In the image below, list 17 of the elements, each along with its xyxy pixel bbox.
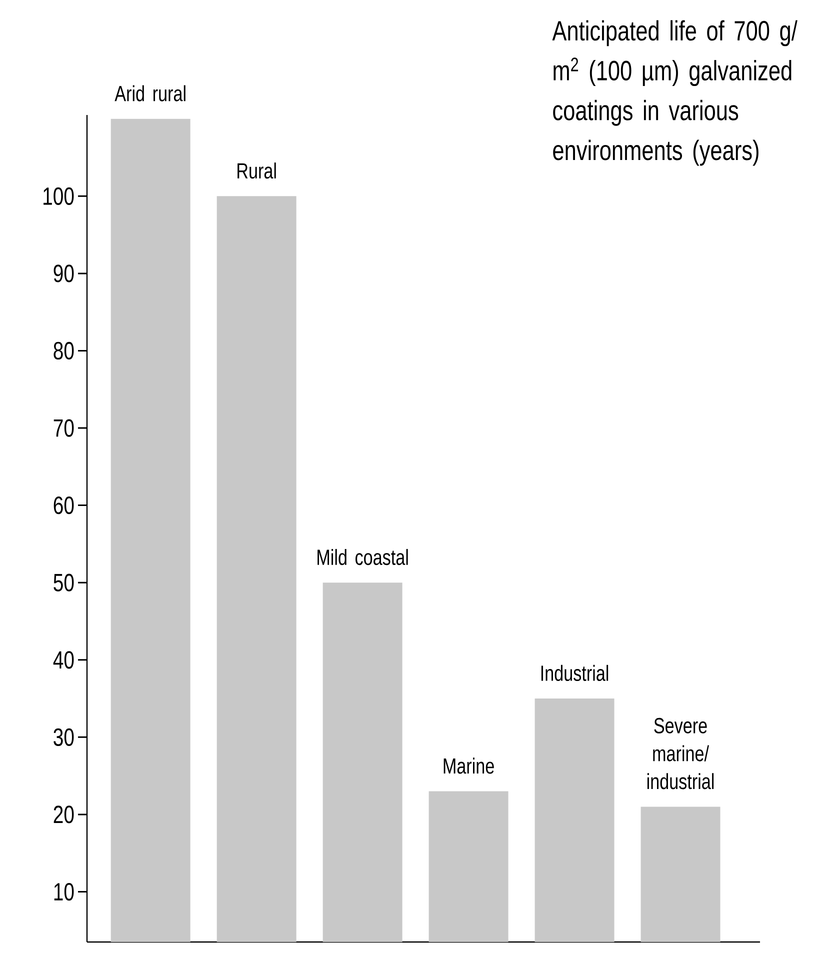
- x-tick-label: Severe marine/industrial: [647, 718, 714, 790]
- y-tick-label: 40: [53, 651, 74, 669]
- y-tick-label: 50: [54, 574, 74, 592]
- x-tick-label: Industrial: [541, 664, 608, 682]
- x-tick-label: Arid rural: [114, 85, 186, 102]
- y-tick-label: 10: [54, 882, 74, 901]
- x-tick-label: Rural: [238, 162, 276, 179]
- y-tick-label: 100: [44, 187, 74, 205]
- y-tick-label: 30: [54, 728, 74, 746]
- y-tick-label: 80: [54, 342, 74, 360]
- y-tick-label: 20: [54, 806, 74, 824]
- chart-title: Anticipated life of 700 g/m$^{2}$ (100 µm) galvanized coatings in various environments (years): [552, 20, 798, 166]
- y-tick-label: 70: [54, 419, 74, 437]
- y-tick-label: 60: [54, 496, 74, 514]
- y-tick-label: 90: [54, 264, 74, 282]
- x-tick-label: Mild coastal: [318, 548, 408, 566]
- x-tick-label: Marine: [444, 758, 494, 774]
